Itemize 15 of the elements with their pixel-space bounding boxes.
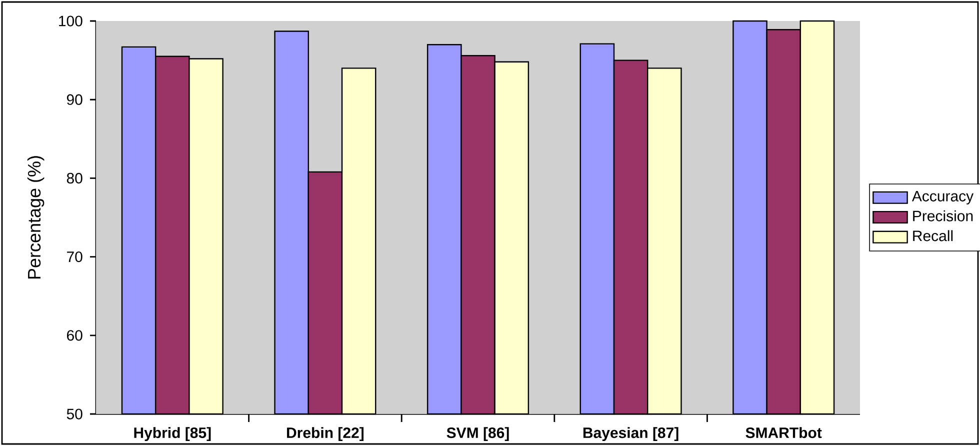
- x-tick-label: SMARTbot: [746, 427, 822, 438]
- y-axis-title: Percentage (%): [27, 156, 44, 279]
- x-tick-label: Hybrid [85]: [134, 427, 211, 442]
- x-tick-label: Bayesian [87]: [583, 427, 678, 442]
- legend-label: Recall: [913, 230, 953, 242]
- y-tick-label: 100: [59, 16, 82, 26]
- legend-label: Precision: [913, 210, 973, 222]
- y-tick-label: 90: [66, 94, 82, 105]
- y-tick-label: 70: [67, 251, 82, 262]
- y-tick-label: 80: [66, 172, 82, 184]
- x-tick-label: Drebin [22]: [287, 427, 364, 442]
- y-tick-label: 50: [66, 408, 82, 420]
- x-tick-label: SVM [86]: [446, 427, 509, 442]
- legend-label: Accuracy: [912, 190, 974, 204]
- y-tick-label: 60: [67, 330, 82, 341]
